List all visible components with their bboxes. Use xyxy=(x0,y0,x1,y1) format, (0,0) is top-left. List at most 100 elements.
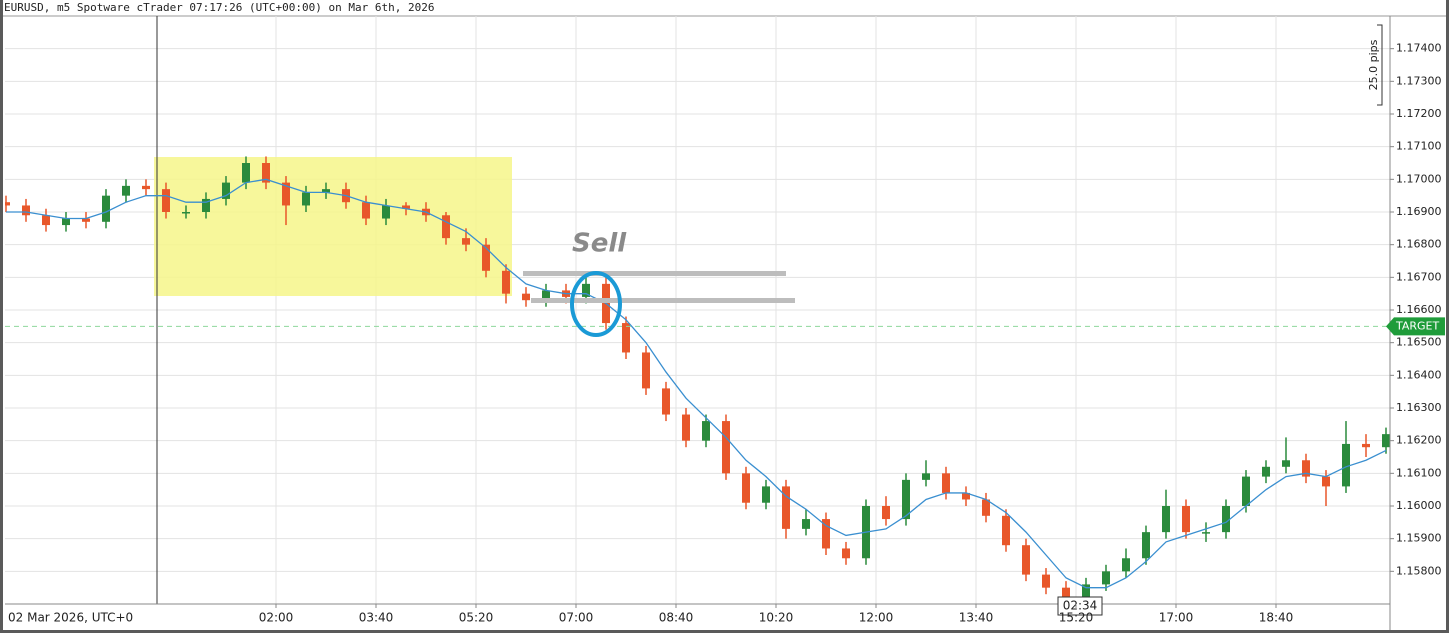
candle-body xyxy=(1122,558,1130,572)
candle-body xyxy=(1362,443,1370,448)
candle-body xyxy=(162,189,170,212)
candle-body xyxy=(382,205,390,219)
pips-bracket xyxy=(1377,24,1383,106)
candle-body xyxy=(402,205,410,209)
candle-body xyxy=(122,185,130,196)
candle-body xyxy=(882,506,890,520)
candle-body xyxy=(822,519,830,549)
y-tick-label: 1.16800 xyxy=(1396,238,1442,251)
candle-body xyxy=(502,270,510,294)
candle-body xyxy=(662,388,670,415)
y-tick-label: 1.16400 xyxy=(1396,368,1442,381)
candle-body xyxy=(262,163,270,183)
candle-body xyxy=(922,473,930,480)
candle-body xyxy=(582,283,590,297)
candle-body xyxy=(442,215,450,239)
candle-body xyxy=(1222,506,1230,533)
x-tick-label: 08:40 xyxy=(659,611,694,625)
timer: 02:34 xyxy=(1063,599,1098,613)
candle-body xyxy=(1002,515,1010,546)
x-tick-label: 13:40 xyxy=(959,611,994,625)
header: EURUSD, m5 Spotware cTrader 07:17:26 (UT… xyxy=(4,1,434,14)
candle-body xyxy=(362,202,370,219)
x-tick-label: 18:40 xyxy=(1259,611,1294,625)
candle-body xyxy=(1042,574,1050,588)
y-tick-label: 1.16000 xyxy=(1396,499,1442,512)
candle-body xyxy=(1382,434,1390,448)
y-tick-label: 1.16100 xyxy=(1396,466,1442,479)
level-bar xyxy=(531,298,795,303)
x-tick-label: 12:00 xyxy=(859,611,894,625)
candle-body xyxy=(1182,506,1190,533)
grid xyxy=(5,16,1390,604)
candle-body xyxy=(1062,587,1070,601)
candle-body xyxy=(1022,545,1030,575)
candle-body xyxy=(302,192,310,206)
x-tick-label: 10:20 xyxy=(759,611,794,625)
candle-body xyxy=(102,195,110,222)
candle-body xyxy=(5,202,10,206)
y-tick-label: 1.16200 xyxy=(1396,434,1442,447)
x-tick-label: 15:20 xyxy=(1059,611,1094,625)
candle-body xyxy=(482,244,490,271)
background xyxy=(3,0,1446,630)
candle-body xyxy=(902,479,910,520)
x-tick-label: 05:20 xyxy=(459,611,494,625)
candle-body xyxy=(1322,476,1330,487)
candle-body xyxy=(1162,506,1170,533)
date-label: 02 Mar 2026, UTC+0 xyxy=(8,611,133,625)
candle-body xyxy=(1202,532,1210,534)
candle-body xyxy=(782,486,790,529)
pips-label: 25.0 pips xyxy=(1367,39,1380,90)
candle-body xyxy=(462,238,470,245)
y-tick-label: 1.17200 xyxy=(1396,107,1442,120)
candle-body xyxy=(1342,443,1350,487)
candle-body xyxy=(982,499,990,516)
y-tick-label: 1.16900 xyxy=(1396,205,1442,218)
candle-body xyxy=(542,290,550,301)
candle-body xyxy=(842,548,850,559)
timer-box xyxy=(1057,596,1103,616)
y-tick-label: 1.17100 xyxy=(1396,140,1442,153)
candle-body xyxy=(962,492,970,500)
candle-body xyxy=(1242,476,1250,506)
candle-body xyxy=(22,205,30,216)
x-tick-label: 07:00 xyxy=(559,611,594,625)
candle-body xyxy=(62,218,70,226)
candle-body xyxy=(142,185,150,190)
y-tick-label: 1.17300 xyxy=(1396,74,1442,87)
candle-body xyxy=(1102,571,1110,585)
marks xyxy=(5,156,1390,604)
candle-body xyxy=(322,189,330,193)
candle-body xyxy=(1302,460,1310,477)
candle-body xyxy=(942,473,950,493)
candle-body xyxy=(82,218,90,222)
candle-body xyxy=(522,293,530,301)
y-tick-label: 1.15800 xyxy=(1396,564,1442,577)
highlight-ellipse xyxy=(570,271,622,337)
y-tick-label: 1.15900 xyxy=(1396,532,1442,545)
candle-body xyxy=(202,198,210,212)
x-tick-label: 17:00 xyxy=(1159,611,1194,625)
x-tick-label: 02:00 xyxy=(259,611,294,625)
candle-body xyxy=(222,182,230,199)
candle-body xyxy=(182,212,190,214)
y-tick-label: 1.17000 xyxy=(1396,172,1442,185)
candle-body xyxy=(722,421,730,474)
candle-body xyxy=(702,421,710,441)
candle-body xyxy=(1262,466,1270,477)
candle-body xyxy=(762,486,770,503)
y-tick-label: 1.16600 xyxy=(1396,303,1442,316)
candle-body xyxy=(1282,460,1290,467)
candle-body xyxy=(1082,584,1090,601)
highlight-zone xyxy=(154,157,512,296)
y-tick-label: 1.16700 xyxy=(1396,270,1442,283)
candle-body xyxy=(242,163,250,183)
target-tag xyxy=(1386,317,1445,336)
candle-body xyxy=(642,352,650,389)
candle-body xyxy=(622,323,630,353)
candle-body xyxy=(802,519,810,529)
y-tick-label: 1.16300 xyxy=(1396,401,1442,414)
